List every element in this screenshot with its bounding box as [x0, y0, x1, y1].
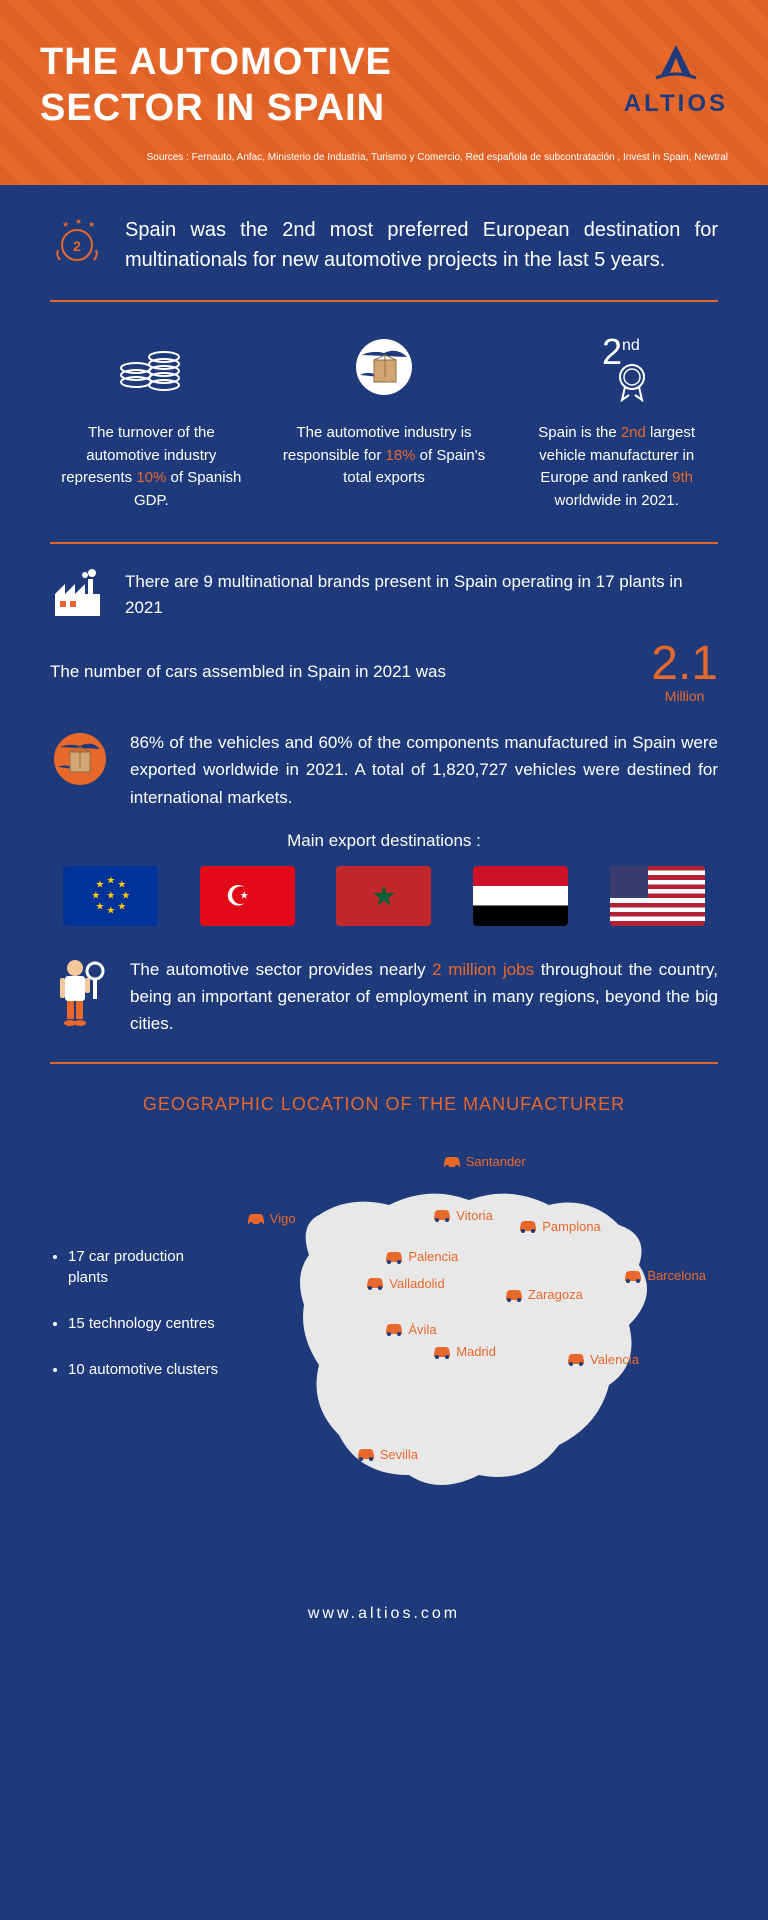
intro-section: 2 ★ ★ ★ Spain was the 2nd most preferred… — [50, 215, 718, 275]
stats-row: The turnover of the automotive industry … — [50, 332, 718, 512]
title-line1: THE AUTOMOTIVE — [40, 40, 392, 86]
car-icon — [503, 1288, 525, 1302]
car-icon — [355, 1447, 377, 1461]
stat-exports: The automotive industry is responsible f… — [283, 332, 486, 512]
city-marker: Vitoria — [431, 1208, 493, 1223]
destinations-title: Main export destinations : — [50, 831, 718, 851]
divider — [50, 1062, 718, 1064]
spain-map: Santander Vigo Vitoria Pamplona Palencia Vall… — [240, 1135, 718, 1515]
stat-exports-text: The automotive industry is responsible f… — [283, 422, 486, 490]
car-icon — [431, 1208, 453, 1222]
title-line2: SECTOR IN SPAIN — [40, 86, 392, 132]
city-marker: Vigo — [245, 1211, 296, 1226]
svg-text:2: 2 — [602, 332, 622, 372]
rank-badge-icon: 2 nd — [577, 332, 657, 402]
divider — [50, 300, 718, 302]
export-text: 86% of the vehicles and 60% of the compo… — [130, 729, 718, 811]
intro-text: Spain was the 2nd most preferred Europea… — [125, 215, 718, 275]
car-icon — [431, 1345, 453, 1359]
city-marker: Ávila — [383, 1322, 436, 1337]
stat-rank-text: Spain is the 2nd largest vehicle manufac… — [515, 422, 718, 512]
flag-morocco-icon — [336, 866, 431, 926]
city-marker: Sevilla — [355, 1447, 418, 1462]
assembled-row: The number of cars assembled in Spain in… — [50, 640, 718, 704]
car-icon — [245, 1212, 267, 1226]
city-marker: Santander — [441, 1154, 526, 1169]
city-marker: Barcelona — [622, 1268, 706, 1283]
car-icon — [364, 1276, 386, 1290]
flag-turkey-icon — [200, 866, 295, 926]
stat-gdp-text: The turnover of the automotive industry … — [50, 422, 253, 512]
car-icon — [622, 1269, 644, 1283]
city-marker: Valladolid — [364, 1276, 444, 1291]
logo: ALTIOS — [624, 40, 728, 118]
car-icon — [441, 1155, 463, 1169]
plants-text: There are 9 multinational brands present… — [125, 569, 718, 620]
footer-url: www.altios.com — [0, 1585, 768, 1643]
svg-text:★: ★ — [62, 220, 69, 229]
flag-egypt-icon — [473, 866, 568, 926]
car-icon — [383, 1322, 405, 1336]
city-marker: Palencia — [383, 1249, 458, 1264]
assembled-value: 2.1 Million — [651, 640, 718, 704]
worker-icon — [50, 956, 110, 1036]
logo-mark-icon — [651, 40, 701, 80]
divider — [50, 542, 718, 544]
svg-text:★: ★ — [88, 220, 95, 229]
flag-eu-icon — [63, 866, 158, 926]
stat-gdp: The turnover of the automotive industry … — [50, 332, 253, 512]
header: THE AUTOMOTIVE SECTOR IN SPAIN ALTIOS So… — [0, 0, 768, 185]
svg-text:2: 2 — [73, 238, 81, 254]
coins-icon — [116, 337, 186, 397]
car-icon — [383, 1250, 405, 1264]
export-row: 86% of the vehicles and 60% of the compo… — [50, 729, 718, 811]
sources-text: Sources : Fernauto, Anfac, Ministerio de… — [40, 151, 728, 165]
factory-icon — [50, 569, 105, 619]
map-section: 17 car production plants 15 technology c… — [50, 1135, 718, 1515]
logo-text: ALTIOS — [624, 90, 728, 118]
bullet-tech: 15 technology centres — [68, 1313, 220, 1334]
map-bullets: 17 car production plants 15 technology c… — [50, 1246, 220, 1405]
bullet-plants: 17 car production plants — [68, 1246, 220, 1288]
car-icon — [565, 1352, 587, 1366]
flags-row — [50, 866, 718, 926]
jobs-row: The automotive sector provides nearly 2 … — [50, 956, 718, 1038]
globe-export-icon — [50, 729, 110, 789]
plants-row: There are 9 multinational brands present… — [50, 569, 718, 620]
stat-rank: 2 nd Spain is the 2nd largest vehicle ma… — [515, 332, 718, 512]
second-place-badge-icon: 2 ★ ★ ★ — [50, 215, 105, 270]
flag-usa-icon — [610, 866, 705, 926]
city-marker: Zaragoza — [503, 1287, 583, 1302]
svg-text:nd: nd — [622, 337, 640, 354]
car-icon — [517, 1219, 539, 1233]
map-section-title: GEOGRAPHIC LOCATION OF THE MANUFACTURER — [50, 1094, 718, 1115]
bullet-clusters: 10 automotive clusters — [68, 1359, 220, 1380]
city-marker: Madrid — [431, 1344, 496, 1359]
spain-map-shape — [240, 1135, 718, 1515]
city-marker: Pamplona — [517, 1219, 601, 1234]
globe-box-icon — [352, 335, 417, 400]
city-marker: Valencia — [565, 1352, 639, 1367]
assembled-text: The number of cars assembled in Spain in… — [50, 662, 446, 682]
jobs-text: The automotive sector provides nearly 2 … — [130, 956, 718, 1038]
svg-text:★: ★ — [75, 217, 82, 226]
